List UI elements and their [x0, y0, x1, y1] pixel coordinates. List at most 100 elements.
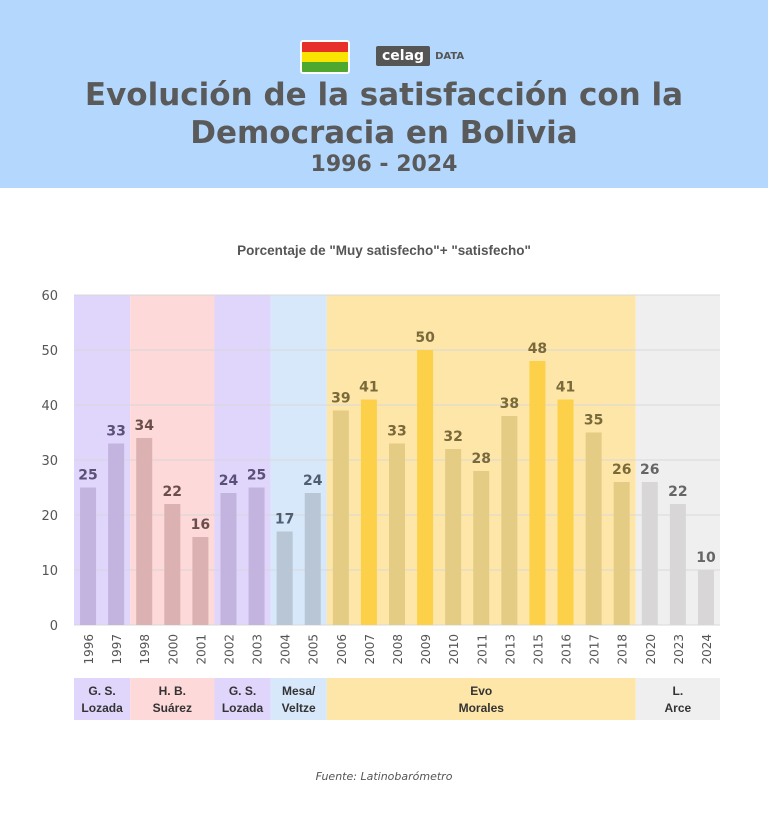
data-label: 41: [359, 380, 378, 396]
period-label: Lozada: [81, 701, 123, 715]
period-label: Mesa/: [282, 684, 316, 698]
x-tick-label: 2024: [700, 634, 714, 665]
data-label: 48: [528, 341, 547, 357]
bar-2018: [613, 482, 630, 625]
bar-1996: [80, 487, 97, 625]
page-title: Evolución de la satisfacción con la Democ…: [0, 76, 768, 152]
title-line-1: Evolución de la satisfacción con la: [84, 77, 684, 113]
data-label: 33: [387, 424, 406, 440]
bar-2006: [332, 410, 349, 625]
bolivia-flag-icon: [300, 40, 350, 74]
data-label: 17: [275, 512, 294, 528]
period-label-box: [270, 678, 327, 720]
period-label-box: [635, 678, 720, 720]
period-label: Suárez: [153, 701, 192, 715]
data-label: 34: [134, 418, 154, 434]
y-tick-label: 0: [50, 619, 58, 634]
source-note: Fuente: Latinobarómetro: [315, 770, 453, 783]
bar-2017: [585, 432, 602, 625]
period-label-box: [326, 678, 636, 720]
period-label: H. B.: [159, 684, 186, 698]
data-label: 22: [163, 484, 182, 500]
logo-suffix: DATA: [435, 50, 465, 62]
logo-text: celag: [376, 46, 431, 66]
data-label: 22: [668, 484, 687, 500]
bar-2024: [697, 570, 714, 625]
bar-2002: [220, 493, 237, 625]
bar-2000: [164, 504, 181, 625]
header-banner: celag DATA Evolución de la satisfacción c…: [0, 0, 768, 188]
data-label: 39: [331, 391, 350, 407]
x-tick-label: 2000: [166, 634, 180, 665]
x-tick-label: 2005: [307, 634, 321, 665]
year-range: 1996 - 2024: [310, 152, 458, 177]
period-label: Lozada: [222, 701, 264, 715]
bar-1997: [108, 443, 125, 625]
x-tick-label: 1997: [110, 634, 124, 665]
data-label: 32: [443, 429, 462, 445]
x-tick-label: 2016: [560, 634, 574, 665]
data-label: 10: [696, 550, 716, 566]
x-tick-label: 2004: [279, 634, 293, 665]
data-label: 38: [500, 396, 519, 412]
bar-2003: [248, 487, 265, 625]
period-label-box: [214, 678, 271, 720]
bar-2023: [669, 504, 686, 625]
x-tick-label: 1996: [82, 634, 96, 665]
x-tick-label: 2020: [644, 634, 658, 665]
y-tick-label: 30: [41, 454, 58, 469]
x-tick-label: 2023: [672, 634, 686, 665]
y-tick-label: 50: [41, 344, 58, 359]
bar-2013: [501, 416, 518, 625]
period-label: Veltze: [282, 701, 316, 715]
data-label: 35: [584, 413, 603, 429]
chart-title: Porcentaje de "Muy satisfecho"+ "satisfe…: [237, 243, 531, 258]
x-tick-label: 2006: [335, 634, 349, 665]
bar-2009: [417, 350, 434, 625]
y-tick-label: 60: [41, 289, 58, 304]
x-tick-label: 2003: [251, 634, 265, 665]
period-label: Morales: [459, 701, 505, 715]
y-tick-label: 40: [41, 399, 58, 414]
period-label-box: [74, 678, 131, 720]
data-label: 26: [612, 462, 631, 478]
x-tick-label: 2001: [194, 634, 208, 665]
y-tick-label: 10: [41, 564, 58, 579]
title-line-2: Democracia en Bolivia: [190, 115, 578, 151]
period-label: Arce: [665, 701, 692, 715]
x-tick-label: 2010: [447, 634, 461, 665]
x-tick-label: 2002: [222, 634, 236, 665]
period-label: G. S.: [229, 684, 256, 698]
x-tick-label: 2018: [616, 634, 630, 665]
x-tick-label: 2013: [503, 634, 517, 665]
data-label: 24: [219, 473, 239, 489]
x-tick-label: 2007: [363, 634, 377, 665]
bar-2016: [557, 399, 574, 625]
data-label: 26: [640, 462, 659, 478]
bar-2008: [389, 443, 405, 625]
data-label: 25: [78, 468, 97, 484]
bar-2011: [473, 471, 490, 625]
bar-2020: [641, 482, 658, 625]
data-label: 28: [472, 451, 491, 467]
bar-2015: [529, 361, 546, 625]
data-label: 50: [415, 330, 435, 346]
x-tick-label: 2011: [475, 634, 489, 665]
period-label-box: [130, 678, 215, 720]
data-label: 16: [191, 517, 210, 533]
x-tick-label: 2015: [531, 634, 545, 665]
bar-2001: [192, 537, 209, 625]
data-label: 24: [303, 473, 323, 489]
period-label: Evo: [470, 684, 492, 698]
bar-2007: [360, 399, 377, 625]
x-tick-label: 2017: [588, 634, 602, 665]
x-tick-label: 2008: [391, 634, 405, 665]
data-label: 41: [556, 380, 575, 396]
period-label: L.: [673, 684, 684, 698]
x-tick-label: 2009: [419, 634, 433, 665]
y-tick-label: 20: [41, 509, 58, 524]
bar-1998: [136, 438, 153, 625]
data-label: 25: [247, 468, 266, 484]
celag-logo: celag DATA: [376, 46, 464, 66]
